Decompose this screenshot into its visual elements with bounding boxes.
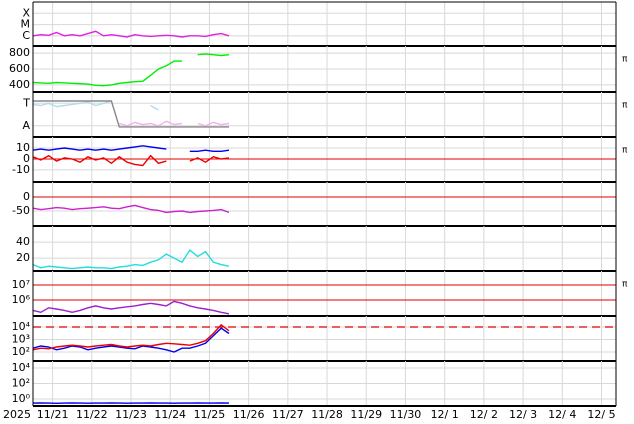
y-tick-label: 0 [23, 152, 30, 165]
y-tick-label: X [22, 6, 30, 19]
y-tick-label: 40 [16, 235, 30, 248]
x-tick-label: 11/24 [154, 408, 186, 421]
x-tick-label: 12/ 5 [587, 408, 615, 421]
x-tick-label: 11/30 [390, 408, 422, 421]
x-tick-label: 11/21 [37, 408, 69, 421]
y-tick-label: 20 [16, 251, 30, 264]
panel-flag: π [622, 146, 628, 156]
x-axis-label: 2025 [3, 408, 31, 421]
x-tick-label: 11/23 [115, 408, 147, 421]
series-line [33, 100, 229, 128]
y-tick-label: C [22, 29, 30, 42]
series-line [32, 154, 230, 167]
series-line [119, 120, 230, 127]
y-tick-label: 10⁴ [12, 320, 31, 333]
panel-flag: π [622, 55, 628, 65]
panel-flag: π [622, 280, 628, 290]
series-line [32, 327, 230, 353]
y-tick-label: 600 [9, 62, 30, 75]
y-tick-label: 10⁶ [12, 293, 31, 306]
y-tick-label: A [22, 119, 30, 132]
series-line [32, 100, 159, 111]
x-tick-label: 11/22 [76, 408, 108, 421]
y-tick-label: 0 [23, 190, 30, 203]
series-line [32, 323, 230, 351]
series-line [32, 53, 230, 87]
y-tick-label: 10 [16, 141, 30, 154]
y-tick-label: T [22, 96, 30, 109]
x-tick-label: 12/ 1 [431, 408, 459, 421]
y-tick-label: 800 [9, 46, 30, 59]
y-tick-label: 10² [12, 377, 30, 390]
y-tick-label: 10⁴ [12, 361, 31, 374]
x-tick-label: 12/ 3 [509, 408, 537, 421]
series-line [32, 300, 230, 315]
x-tick-label: 11/28 [311, 408, 343, 421]
x-tick-label: 11/26 [233, 408, 265, 421]
x-tick-label: 11/25 [194, 408, 226, 421]
y-tick-label: 400 [9, 78, 30, 91]
series-line [32, 145, 230, 152]
series-line [32, 249, 230, 270]
series-line [32, 204, 230, 214]
y-tick-label: 10⁰ [12, 392, 31, 405]
y-tick-label: -10 [12, 163, 30, 176]
x-tick-label: 12/ 2 [470, 408, 498, 421]
y-tick-label: M [21, 18, 31, 31]
y-tick-label: 10³ [12, 332, 30, 345]
series-line [32, 30, 230, 38]
x-tick-label: 12/ 4 [548, 408, 576, 421]
x-tick-label: 11/29 [350, 408, 382, 421]
x-tick-label: 11/27 [272, 408, 304, 421]
y-tick-label: 10⁷ [12, 278, 30, 291]
y-tick-label: 10² [12, 345, 30, 358]
panel-flag: π [622, 101, 628, 111]
y-tick-label: -50 [12, 204, 30, 217]
